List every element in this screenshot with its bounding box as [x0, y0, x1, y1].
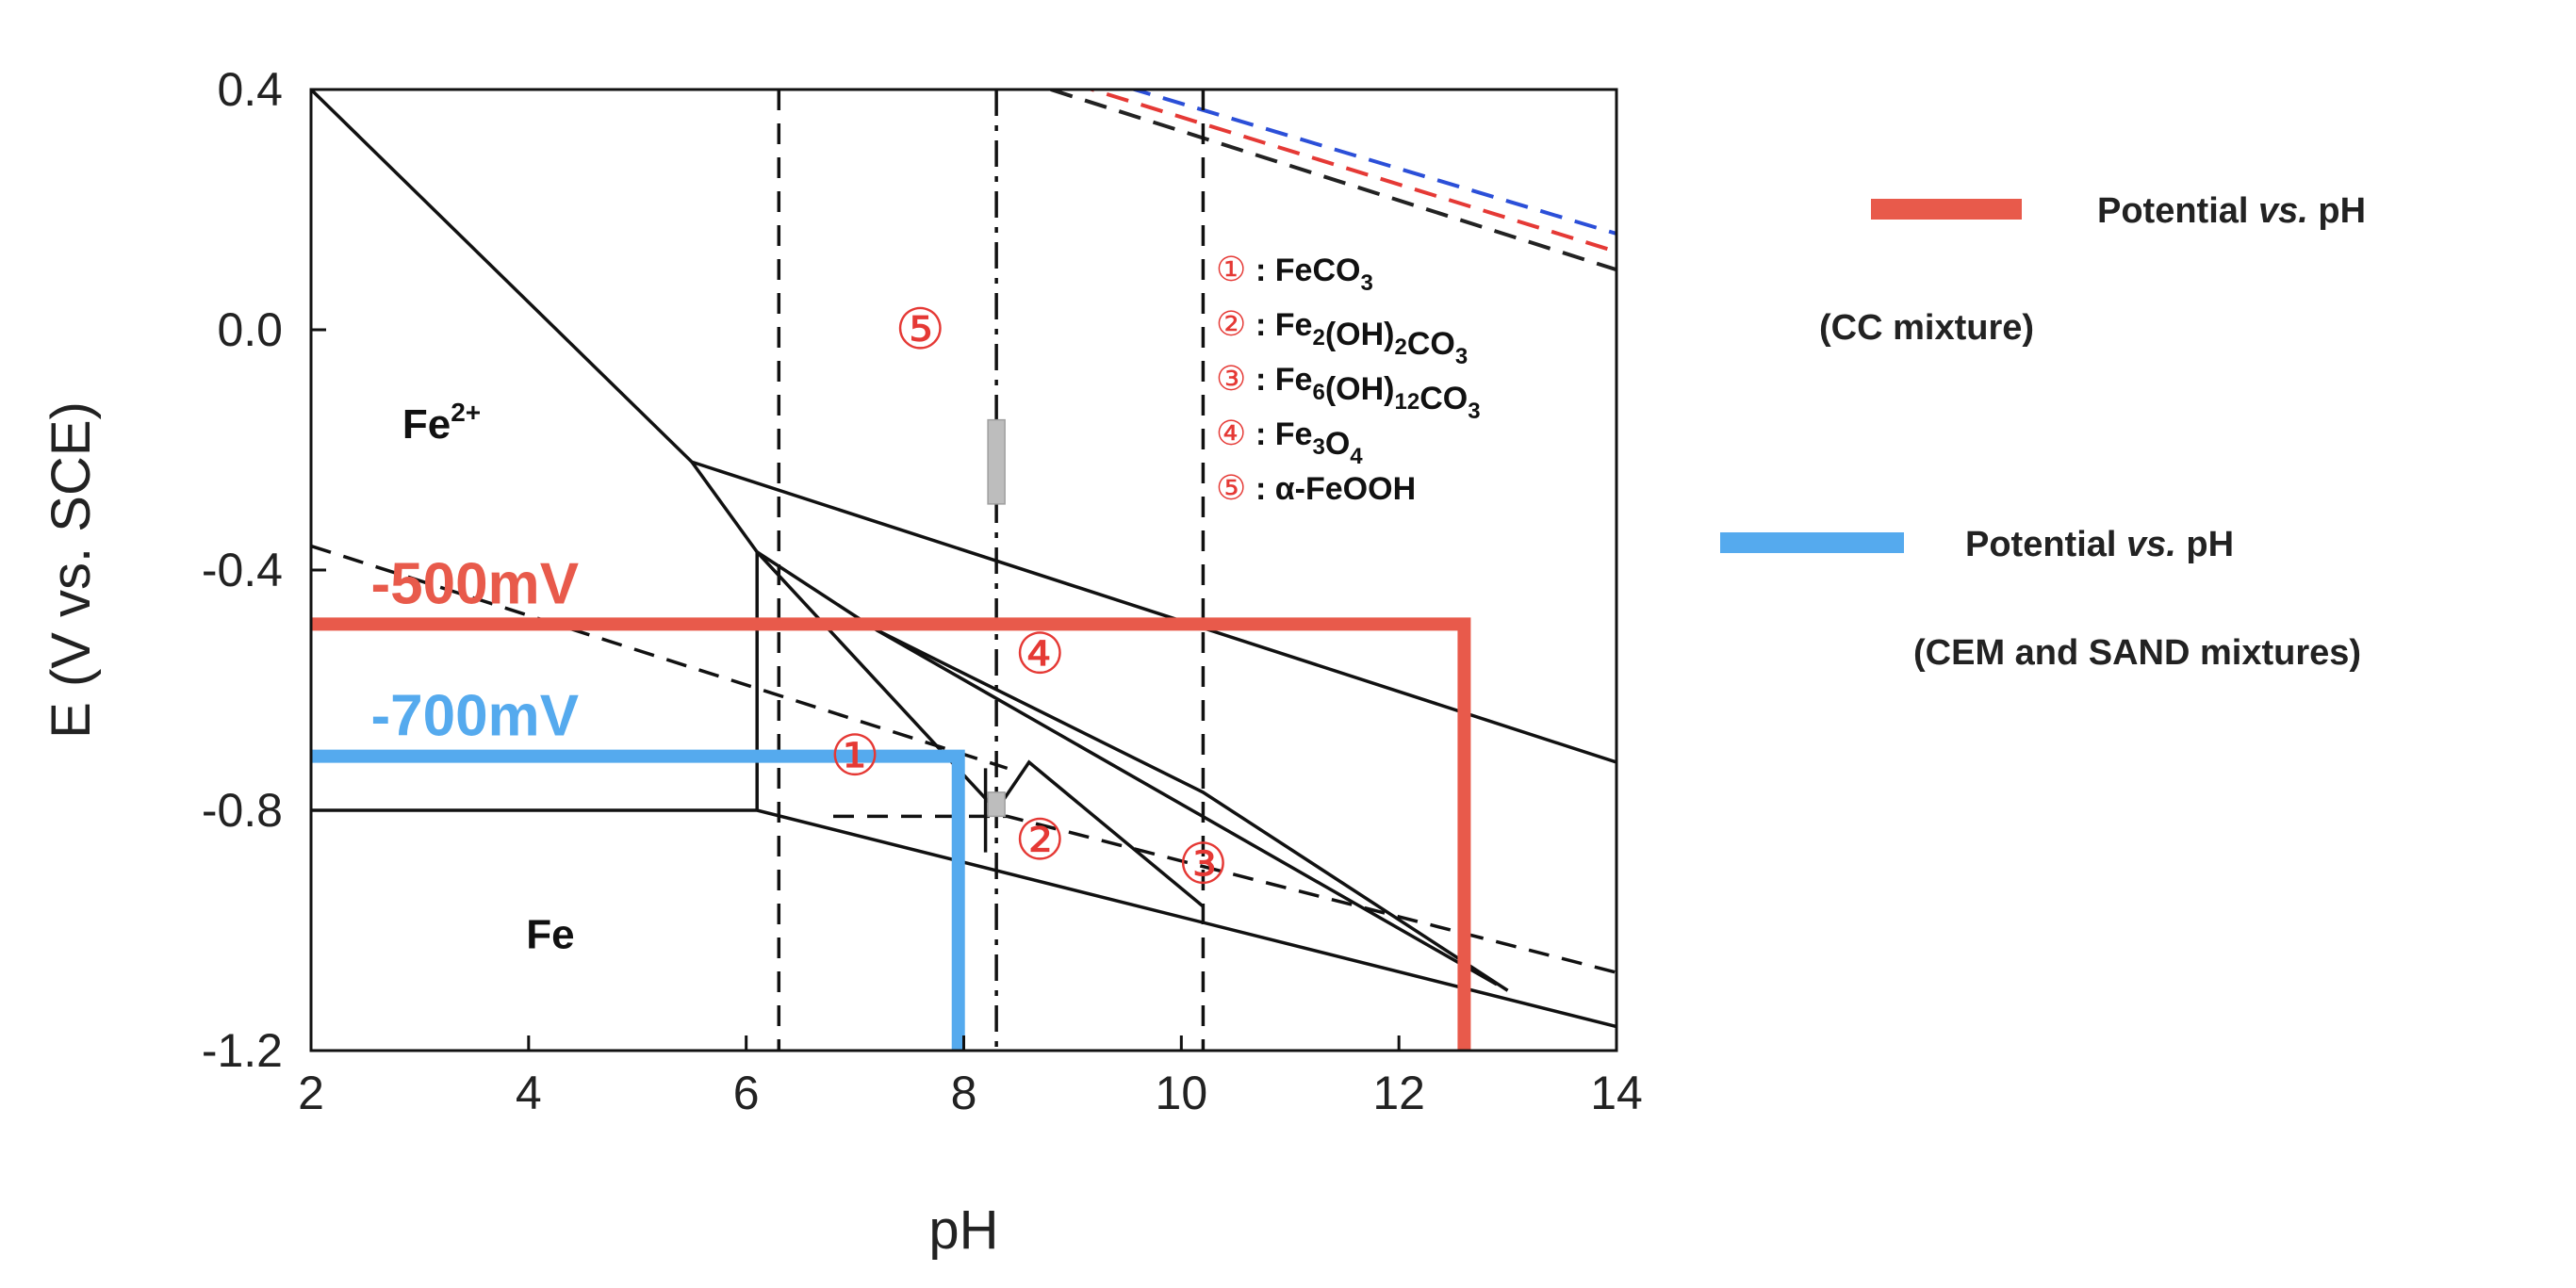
region-number-2: ① — [829, 725, 880, 788]
key-formula-0: : FeCO3 — [1255, 253, 1373, 296]
key-formula-1: : Fe2(OH)2CO3 — [1255, 307, 1468, 369]
series-line-0 — [311, 617, 1471, 1051]
key-formula-3: : Fe3O4 — [1255, 416, 1363, 469]
x-tick-label-4: 10 — [1156, 1067, 1208, 1119]
region-number-1: ④ — [1014, 622, 1065, 685]
x-tick-label-6: 14 — [1590, 1067, 1643, 1119]
key-formula-4: : α-FeOOH — [1255, 471, 1416, 507]
key-number-3: ④ — [1216, 414, 1246, 452]
x-axis-label: pH — [928, 1199, 998, 1261]
solid-boundary-4 — [755, 550, 1205, 908]
axis-ticks: 2 4 6 8 10 12 14 0.4 0.0 -0.4 -0.8 -1.2 — [202, 63, 1643, 1119]
water-line-0 — [1127, 90, 1616, 236]
dashed-boundary-1 — [833, 814, 1616, 974]
region-label-1: Fe — [526, 912, 574, 958]
legend-label-1: Potential vs. pH — [1965, 525, 2234, 564]
legend-label-0: Potential vs. pH — [2097, 191, 2366, 231]
key-number-2: ③ — [1216, 359, 1246, 398]
region-number-0: ⑤ — [894, 298, 945, 361]
region-number-4: ③ — [1178, 832, 1229, 895]
x-tick-label-2: 6 — [733, 1067, 760, 1119]
y-tick-label-3: -0.8 — [202, 784, 283, 837]
y-axis-label: E (V vs. SCE) — [41, 401, 102, 739]
gray-bar-0 — [987, 418, 1006, 505]
water-line-2 — [1050, 90, 1616, 272]
region-number-3: ② — [1014, 808, 1065, 872]
water-line-1 — [1085, 90, 1616, 254]
gray-bar-1 — [987, 791, 1006, 818]
y-tick-label-2: -0.4 — [202, 544, 283, 596]
series-value-label-1: -700mV — [370, 684, 579, 749]
x-tick-label-3: 8 — [951, 1067, 977, 1119]
key-number-0: ① — [1216, 250, 1246, 288]
y-tick-label-4: -1.2 — [202, 1024, 283, 1077]
solid-boundary-1 — [690, 461, 759, 553]
x-tick-label-0: 2 — [298, 1067, 324, 1119]
key-formula-2: : Fe6(OH)12CO3 — [1255, 362, 1481, 424]
series-line-1 — [311, 749, 965, 1051]
y-tick-label-1: 0.0 — [217, 303, 283, 356]
x-tick-label-5: 12 — [1372, 1067, 1425, 1119]
region-label-0: Fe2+ — [402, 398, 481, 448]
legend: Potential vs. pH (CC mixture) Potential vs… — [1720, 191, 2366, 673]
solid-boundary-3 — [876, 628, 1509, 992]
key-number-1: ② — [1216, 304, 1246, 343]
key-number-4: ⑤ — [1216, 468, 1246, 507]
chart-labels: pH E (V vs. SCE) Fe2+ Fe ⑤ ④ ① ② ③ — [41, 298, 1228, 1261]
x-tick-label-1: 4 — [516, 1067, 542, 1119]
y-tick-label-0: 0.4 — [217, 63, 283, 116]
legend-sublabel-0: (CC mixture) — [1819, 308, 2034, 348]
boundary-lines — [311, 90, 1616, 1051]
series-value-label-0: -500mV — [370, 551, 579, 616]
dashed-boundary-0 — [311, 544, 1009, 771]
potential-series: -500mV -700mV — [311, 551, 1471, 1051]
legend-sublabel-1: (CEM and SAND mixtures) — [1913, 633, 2361, 673]
